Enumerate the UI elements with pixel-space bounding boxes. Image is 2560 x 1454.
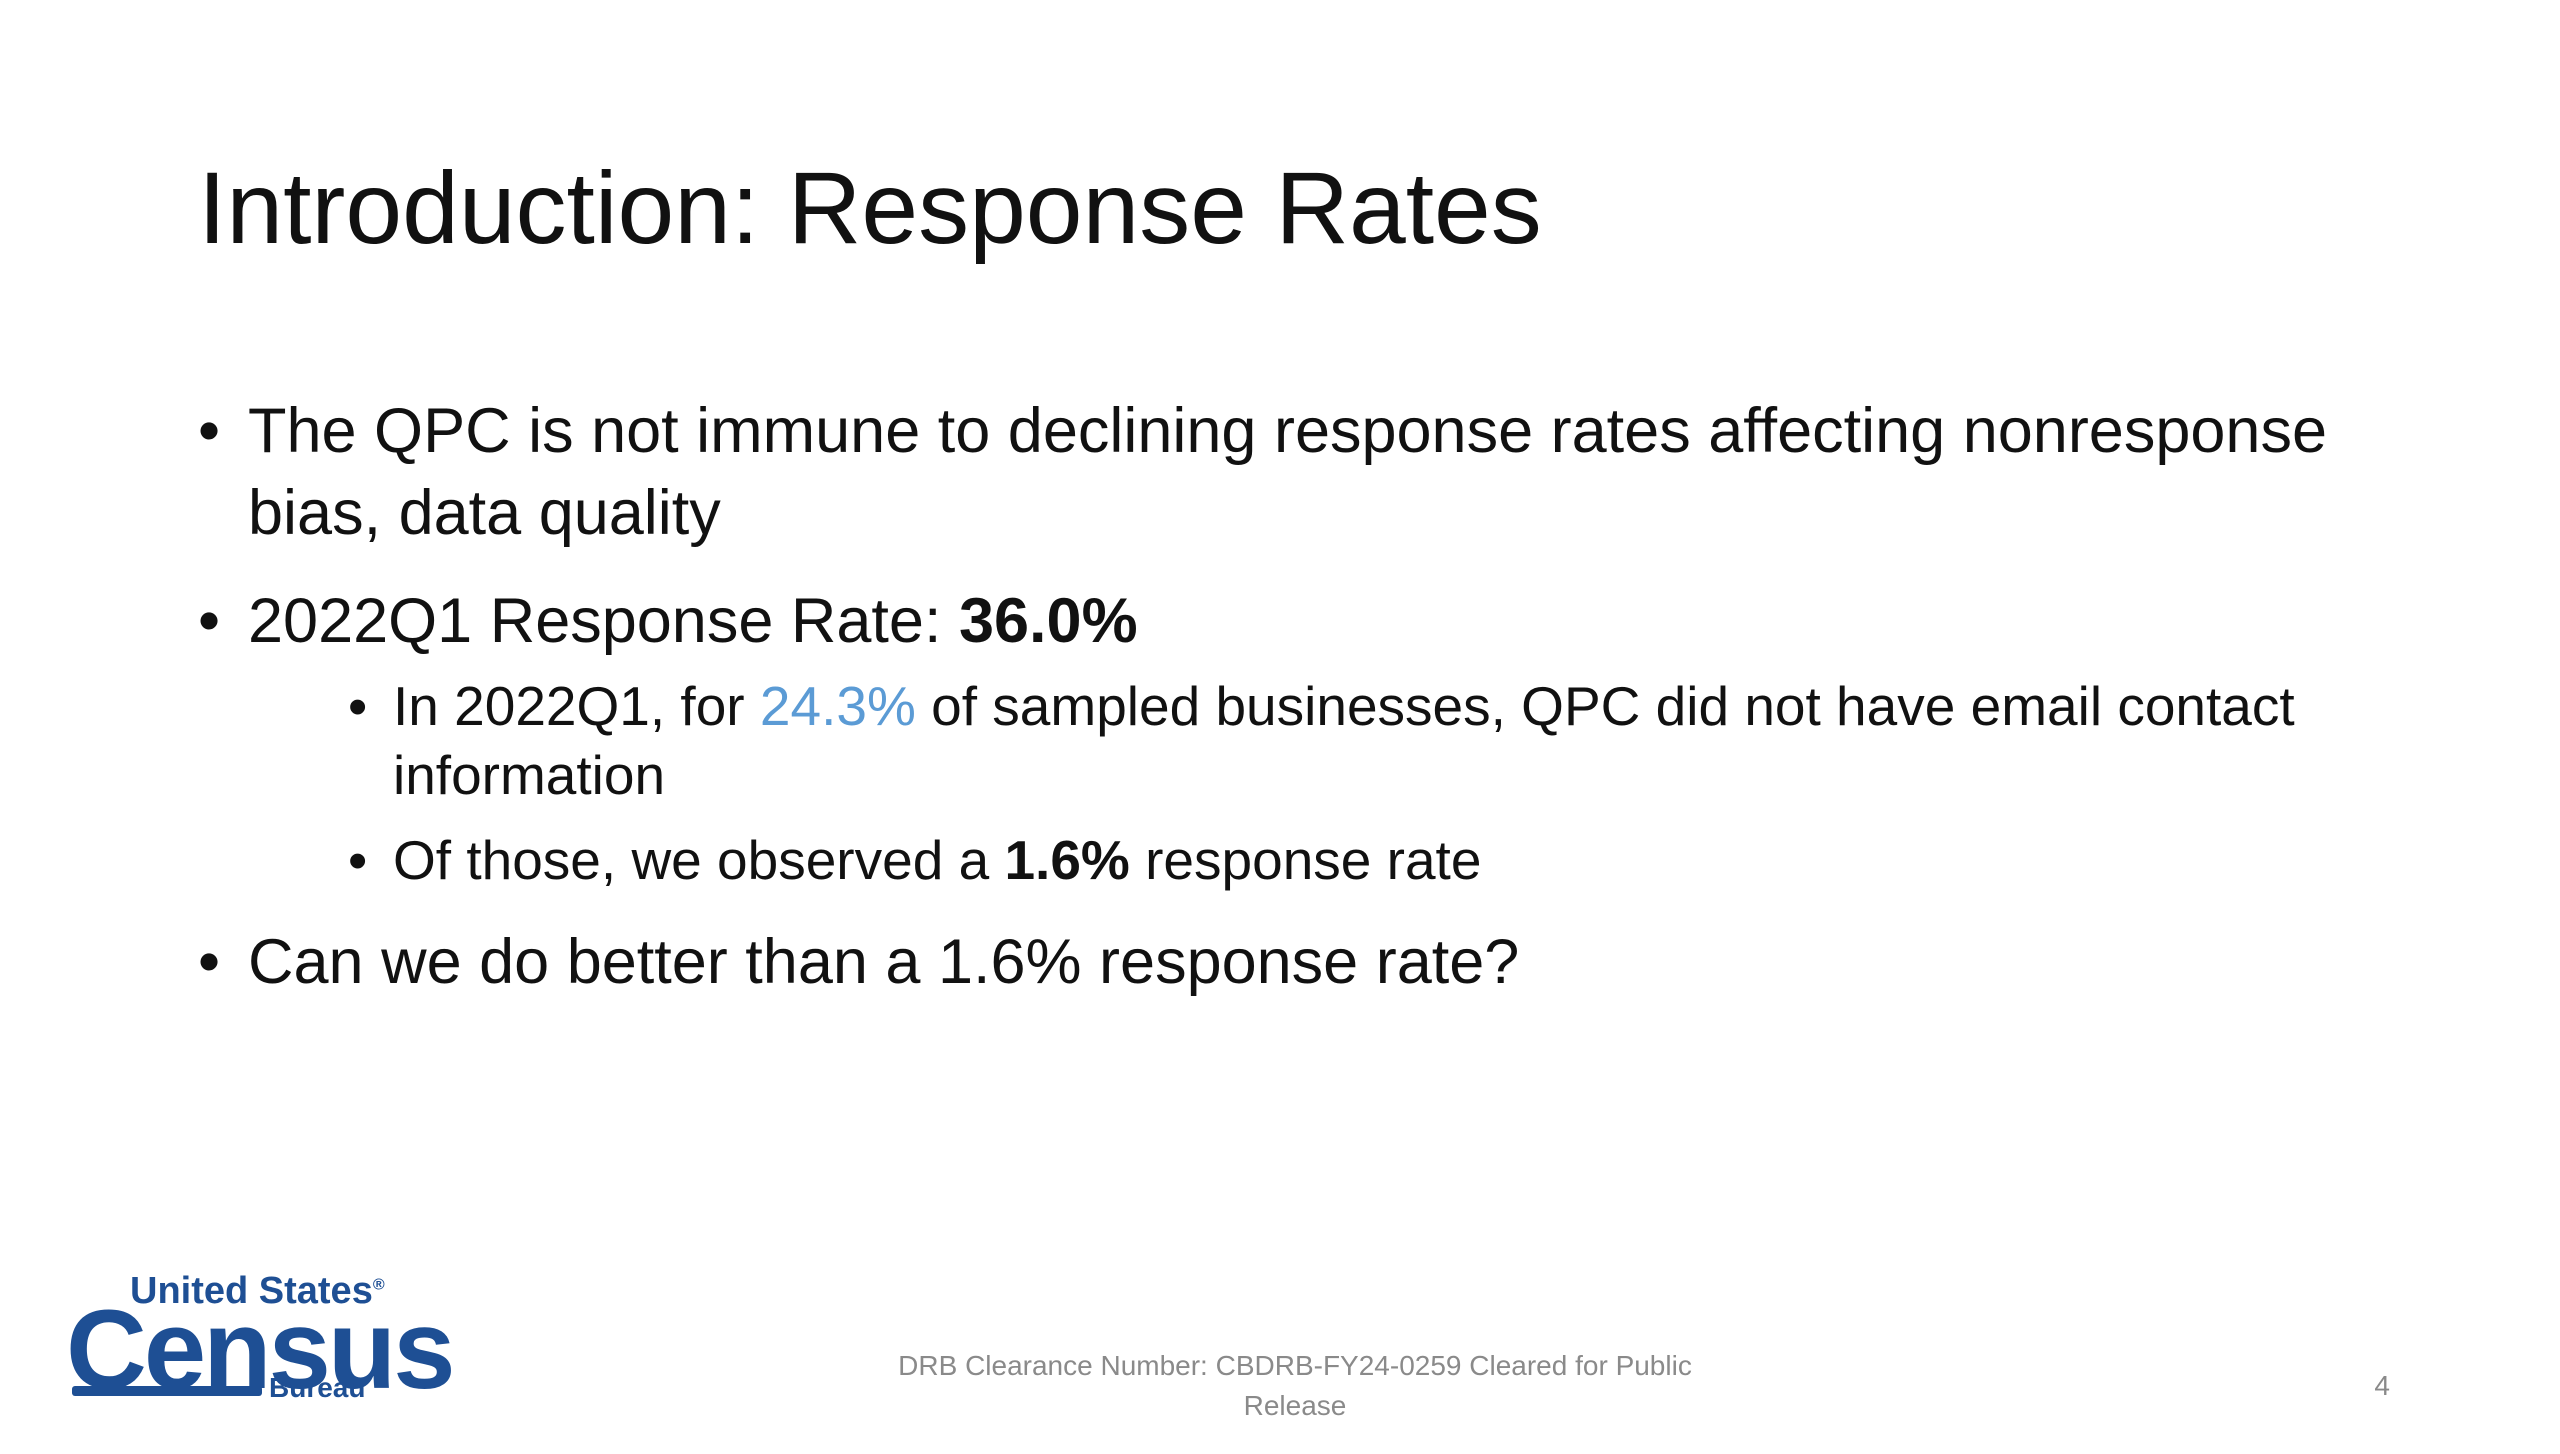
slide-title: Introduction: Response Rates <box>198 151 1542 265</box>
logo-united-states-text: United States <box>130 1270 373 1312</box>
sub-bullet-2-prefix: Of those, we observed a <box>393 829 1005 891</box>
sub-bullet-2-value: 1.6% <box>1004 829 1130 891</box>
bullet-1-text: The QPC is not immune to declining respo… <box>248 396 2327 548</box>
slide-body: The QPC is not immune to declining respo… <box>198 390 2398 1029</box>
page-number: 4 <box>2374 1370 2390 1401</box>
logo-underline-bar <box>72 1386 262 1396</box>
bullet-3-text: Can we do better than a 1.6% response ra… <box>248 927 1520 997</box>
sub-bullet-1-prefix: In 2022Q1, for <box>393 675 760 737</box>
bullet-1: The QPC is not immune to declining respo… <box>198 390 2398 554</box>
census-bureau-logo: United States® Census Bureau <box>26 1226 456 1454</box>
logo-united-states: United States® <box>130 1270 385 1313</box>
sub-bullet-2-suffix: response rate <box>1129 829 1482 891</box>
bullet-3: Can we do better than a 1.6% response ra… <box>198 921 2398 1003</box>
sub-bullet-1-suffix: of sampled businesses, QPC did not have … <box>393 675 2295 806</box>
bullet-2-prefix: 2022Q1 Response Rate: <box>248 586 959 656</box>
bullet-2: 2022Q1 Response Rate: 36.0% In 2022Q1, f… <box>198 580 2398 895</box>
sub-bullet-1-highlight: 24.3% <box>759 675 916 737</box>
sub-bullet-2: Of those, we observed a 1.6% response ra… <box>348 826 2398 895</box>
logo-bureau: Bureau <box>269 1372 366 1403</box>
logo-registered-mark: ® <box>372 1276 385 1294</box>
bullet-2-value: 36.0% <box>958 586 1138 656</box>
sub-bullet-1: In 2022Q1, for 24.3% of sampled business… <box>348 672 2398 810</box>
footer-clearance-text: DRB Clearance Number: CBDRB-FY24-0259 Cl… <box>898 1350 1692 1421</box>
bullet-2-sub-list: In 2022Q1, for 24.3% of sampled business… <box>348 672 2398 895</box>
